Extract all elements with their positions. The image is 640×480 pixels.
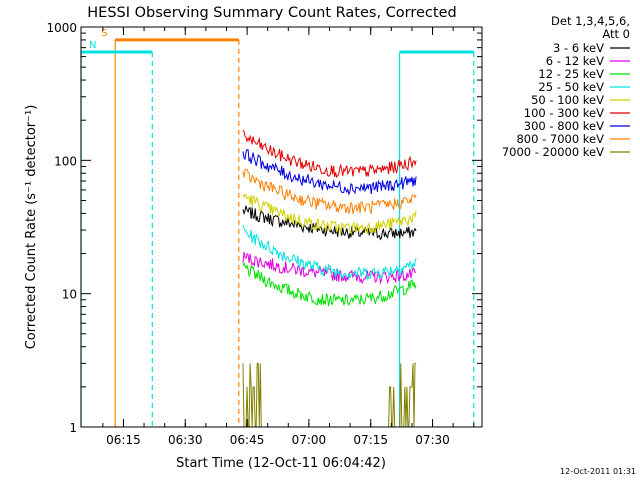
y-tick-label: 10 — [62, 288, 77, 302]
legend-entry-label: 50 - 100 keV — [531, 93, 604, 107]
flag-label-N: N — [89, 40, 96, 51]
legend-header-line-1: Det 1,3,4,5,6, — [551, 14, 630, 28]
generation-timestamp: 12-Oct-2011 01:31 — [560, 467, 636, 476]
x-axis: 06:15 06:30 06:45 07:00 07:15 07:30 — [102, 27, 475, 447]
series-line-3 — [242, 224, 417, 281]
series-line-6 — [242, 149, 417, 196]
x-tick-label: 06:30 — [168, 433, 203, 447]
y-axis-label: Corrected Count Rate (s⁻¹ detector⁻¹) — [24, 105, 39, 350]
plot-area: SN — [80, 28, 475, 428]
x-tick-label: 06:45 — [230, 433, 265, 447]
series-line-0 — [242, 205, 417, 241]
x-tick-label: 06:15 — [106, 433, 141, 447]
y-tick-label: 100 — [54, 154, 77, 168]
legend-entry-label: 25 - 50 keV — [538, 80, 604, 94]
series-line-7 — [242, 168, 417, 215]
flag-label-S: S — [101, 28, 107, 39]
series-line-4 — [242, 193, 417, 235]
chart-title: HESSI Observing Summary Count Rates, Cor… — [87, 5, 456, 21]
x-tick-label: 07:00 — [292, 433, 327, 447]
x-tick-label: 07:15 — [353, 433, 388, 447]
legend-header-line-2: Att 0 — [602, 27, 630, 41]
series-line-1 — [242, 251, 417, 285]
x-axis-label: Start Time (12-Oct-11 06:04:42) — [176, 456, 386, 471]
legend-entry-label: 100 - 300 keV — [524, 106, 604, 120]
legend-entry-label: 7000 - 20000 keV — [502, 145, 604, 159]
y-tick-label: 1 — [69, 421, 77, 435]
legend-entry-label: 300 - 800 keV — [524, 119, 604, 133]
legend-entry-label: 6 - 12 keV — [546, 54, 604, 68]
legend-entry-label: 3 - 6 keV — [553, 41, 604, 55]
series-line-2 — [242, 261, 417, 307]
y-axis: 1 10 100 1000 — [46, 21, 482, 435]
series-line-8 — [242, 362, 417, 428]
y-tick-label: 1000 — [46, 21, 77, 35]
legend-entry-label: 12 - 25 keV — [538, 67, 604, 81]
x-tick-label: 07:30 — [415, 433, 450, 447]
plot-frame — [80, 26, 483, 428]
legend-entry-label: 800 - 7000 keV — [516, 132, 604, 146]
series-line-5 — [242, 129, 417, 178]
